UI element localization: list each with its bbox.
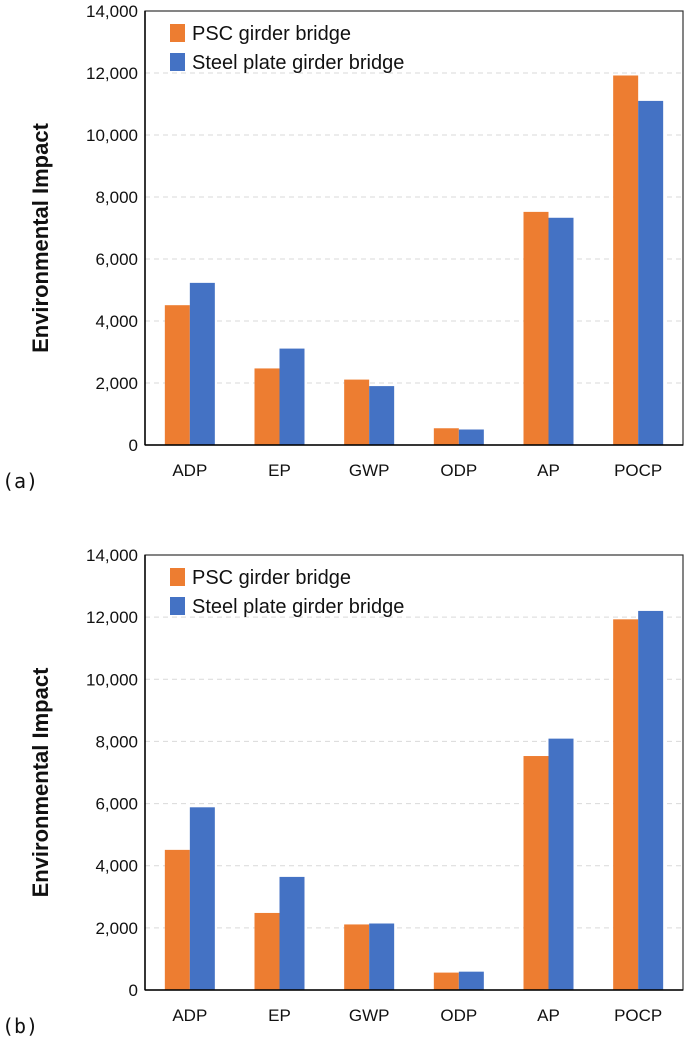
legend-label: Steel plate girder bridge	[192, 596, 404, 618]
legend-swatch-psc	[170, 568, 185, 586]
x-tick-label: GWP	[349, 461, 390, 480]
bar-steel-adp	[189, 807, 215, 990]
y-tick-label: 4,000	[95, 312, 138, 331]
bar-psc-ep	[254, 368, 280, 445]
y-tick-label: 10,000	[86, 670, 138, 689]
bar-steel-pocp	[638, 100, 664, 446]
y-tick-label: 12,000	[86, 608, 138, 627]
panel-label: (b)	[2, 1014, 38, 1037]
x-tick-label: EP	[268, 1006, 291, 1025]
y-tick-label: 10,000	[86, 126, 138, 145]
y-axis-title: Environmental Impact	[28, 122, 53, 353]
y-tick-label: 0	[129, 981, 138, 1000]
bar-steel-odp	[458, 429, 484, 445]
y-axis-title: Environmental Impact	[28, 667, 53, 898]
bar-psc-odp	[433, 428, 459, 445]
bar-psc-gwp	[344, 379, 370, 445]
y-tick-label: 12,000	[86, 64, 138, 83]
legend-swatch-steel	[170, 597, 185, 615]
legend-label: PSC girder bridge	[192, 23, 351, 45]
y-tick-label: 14,000	[86, 2, 138, 21]
x-tick-label: POCP	[614, 1006, 662, 1025]
bar-psc-pocp	[613, 75, 639, 445]
x-tick-label: POCP	[614, 461, 662, 480]
y-tick-label: 8,000	[95, 188, 138, 207]
y-tick-label: 8,000	[95, 732, 138, 751]
y-tick-label: 6,000	[95, 250, 138, 269]
y-tick-label: 4,000	[95, 857, 138, 876]
legend-label: PSC girder bridge	[192, 567, 351, 589]
plot-frame	[144, 10, 684, 446]
bar-psc-ap	[523, 211, 549, 445]
bar-psc-adp	[164, 849, 190, 990]
x-tick-label: ODP	[440, 461, 477, 480]
legend-swatch-psc	[170, 24, 185, 42]
legend-label: Steel plate girder bridge	[192, 52, 404, 74]
bar-steel-ap	[548, 738, 574, 990]
y-tick-label: 2,000	[95, 919, 138, 938]
x-tick-label: ODP	[440, 1006, 477, 1025]
plot-frame	[144, 554, 684, 991]
bar-steel-odp	[458, 971, 484, 990]
x-tick-label: AP	[537, 461, 560, 480]
bar-steel-ep	[279, 348, 305, 445]
y-tick-label: 6,000	[95, 795, 138, 814]
bar-steel-ap	[548, 217, 574, 445]
legend-swatch-steel	[170, 53, 185, 71]
bar-steel-gwp	[369, 386, 395, 445]
chart-panel-b: 0 2,000 4,000 6,000 8,000 10,000 12,000 14,000 A…	[2, 546, 684, 1037]
bar-psc-adp	[164, 305, 190, 445]
bar-steel-adp	[189, 282, 215, 445]
x-tick-label: ADP	[172, 461, 207, 480]
bar-psc-ep	[254, 912, 280, 990]
bar-psc-gwp	[344, 924, 370, 990]
chart-panel-a: 0 2,000 4,000 6,000 8,000 10,000 12,000 14,000 A…	[2, 2, 684, 493]
x-tick-label: GWP	[349, 1006, 390, 1025]
panel-label: (a)	[2, 469, 38, 493]
x-tick-label: AP	[537, 1006, 560, 1025]
y-tick-label: 0	[129, 436, 138, 455]
x-tick-label: ADP	[172, 1006, 207, 1025]
bar-psc-pocp	[613, 619, 639, 990]
bar-steel-ep	[279, 876, 305, 990]
y-tick-label: 14,000	[86, 546, 138, 565]
bar-steel-pocp	[638, 610, 664, 990]
y-tick-label: 2,000	[95, 374, 138, 393]
bar-steel-gwp	[369, 923, 395, 990]
bar-psc-ap	[523, 756, 549, 990]
bar-psc-odp	[433, 972, 459, 990]
x-tick-label: EP	[268, 461, 291, 480]
